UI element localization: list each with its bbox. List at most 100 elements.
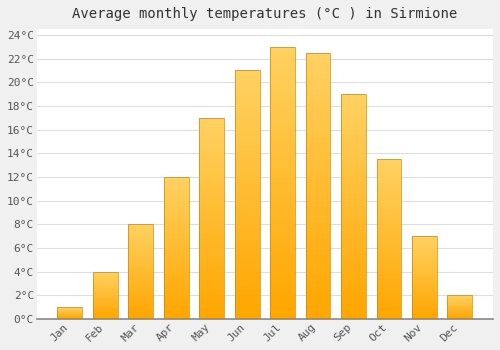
- Bar: [376, 188, 402, 191]
- Bar: [164, 296, 188, 299]
- Bar: [128, 300, 153, 302]
- Bar: [235, 130, 260, 135]
- Bar: [341, 216, 366, 220]
- Bar: [270, 177, 295, 183]
- Bar: [128, 275, 153, 277]
- Bar: [128, 317, 153, 319]
- Bar: [376, 261, 402, 265]
- Bar: [128, 281, 153, 283]
- Bar: [128, 228, 153, 230]
- Bar: [235, 199, 260, 205]
- Bar: [448, 304, 472, 305]
- Bar: [200, 182, 224, 186]
- Bar: [270, 183, 295, 188]
- Bar: [128, 251, 153, 253]
- Bar: [412, 241, 437, 243]
- Bar: [270, 226, 295, 232]
- Bar: [306, 138, 330, 143]
- Bar: [164, 265, 188, 268]
- Bar: [412, 253, 437, 254]
- Bar: [412, 262, 437, 264]
- Bar: [200, 283, 224, 287]
- Bar: [270, 101, 295, 107]
- Bar: [164, 268, 188, 271]
- Bar: [164, 183, 188, 186]
- Bar: [164, 273, 188, 276]
- Bar: [306, 69, 330, 74]
- Bar: [341, 251, 366, 256]
- Bar: [58, 307, 82, 319]
- Bar: [128, 236, 153, 238]
- Bar: [93, 288, 118, 289]
- Bar: [306, 159, 330, 164]
- Bar: [93, 274, 118, 275]
- Bar: [448, 298, 472, 299]
- Bar: [200, 138, 224, 142]
- Bar: [270, 243, 295, 248]
- Bar: [235, 289, 260, 294]
- Bar: [235, 210, 260, 215]
- Bar: [306, 266, 330, 271]
- Bar: [200, 243, 224, 246]
- Bar: [412, 306, 437, 307]
- Bar: [306, 127, 330, 133]
- Bar: [341, 130, 366, 135]
- Bar: [306, 308, 330, 314]
- Bar: [200, 118, 224, 319]
- Bar: [270, 85, 295, 90]
- Bar: [306, 282, 330, 287]
- Bar: [412, 298, 437, 299]
- Bar: [270, 297, 295, 302]
- Bar: [164, 177, 188, 319]
- Bar: [235, 294, 260, 299]
- Bar: [93, 309, 118, 310]
- Bar: [128, 296, 153, 298]
- Bar: [128, 241, 153, 243]
- Bar: [341, 296, 366, 301]
- Bar: [412, 312, 437, 314]
- Bar: [164, 228, 188, 231]
- Bar: [200, 186, 224, 190]
- Bar: [93, 272, 118, 273]
- Bar: [412, 266, 437, 267]
- Bar: [235, 239, 260, 244]
- Bar: [128, 270, 153, 272]
- Bar: [270, 205, 295, 210]
- Bar: [164, 217, 188, 219]
- Bar: [448, 297, 472, 298]
- Bar: [128, 254, 153, 257]
- Bar: [164, 245, 188, 248]
- Bar: [235, 249, 260, 254]
- Bar: [128, 245, 153, 247]
- Bar: [270, 221, 295, 226]
- Bar: [270, 167, 295, 172]
- Bar: [376, 214, 402, 217]
- Bar: [376, 178, 402, 182]
- Bar: [448, 302, 472, 303]
- Bar: [270, 259, 295, 265]
- Bar: [341, 229, 366, 233]
- Bar: [448, 315, 472, 316]
- Bar: [412, 301, 437, 302]
- Bar: [164, 237, 188, 239]
- Bar: [128, 309, 153, 311]
- Bar: [200, 251, 224, 254]
- Bar: [270, 145, 295, 150]
- Bar: [164, 205, 188, 208]
- Bar: [200, 303, 224, 307]
- Bar: [376, 226, 402, 230]
- Bar: [412, 267, 437, 269]
- Bar: [164, 302, 188, 305]
- Bar: [341, 144, 366, 148]
- Bar: [412, 307, 437, 309]
- Bar: [164, 242, 188, 245]
- Bar: [200, 122, 224, 126]
- Bar: [93, 299, 118, 300]
- Bar: [128, 283, 153, 285]
- Bar: [128, 243, 153, 245]
- Bar: [93, 306, 118, 307]
- Bar: [200, 218, 224, 222]
- Bar: [128, 290, 153, 292]
- Bar: [200, 178, 224, 182]
- Bar: [270, 216, 295, 221]
